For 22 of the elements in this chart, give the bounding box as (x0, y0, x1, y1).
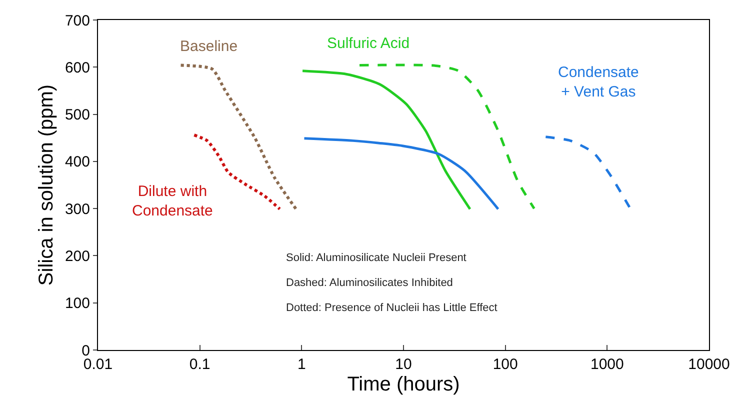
series-label: Baseline (180, 38, 238, 55)
x-tick-label: 10000 (688, 356, 730, 373)
x-tick-label: 100 (492, 356, 518, 373)
y-axis-title: Silica in solution (ppm) (35, 84, 58, 286)
text: Condensate + Vent Gas (558, 64, 639, 100)
x-tick-label: 10 (395, 356, 412, 373)
y-tick-label: 600 (64, 59, 90, 76)
annotation: Dashed: Aluminosilicates Inhibited (286, 277, 453, 289)
series-label: Dilute with Condensate (132, 183, 213, 220)
y-tick-label: 400 (64, 154, 90, 171)
x-axis-title: Time (hours) (347, 374, 460, 396)
y-tick-label: 500 (64, 106, 90, 124)
annotation: Solid: Aluminosilicate Nucleii Present (286, 252, 466, 264)
x-tick-label: 0.1 (189, 356, 210, 373)
y-tick-label: 100 (64, 295, 90, 312)
series-label: Sulfuric Acid (327, 35, 410, 52)
annotation: Dotted: Presence of Nucleii has Little Effect (286, 302, 498, 314)
x-tick-label: 1000 (590, 356, 624, 373)
y-tick-label: 200 (64, 248, 90, 265)
y-tick-label: 700 (64, 12, 90, 30)
y-tick-label: 300 (64, 200, 90, 218)
x-tick-label: 1 (298, 356, 306, 373)
